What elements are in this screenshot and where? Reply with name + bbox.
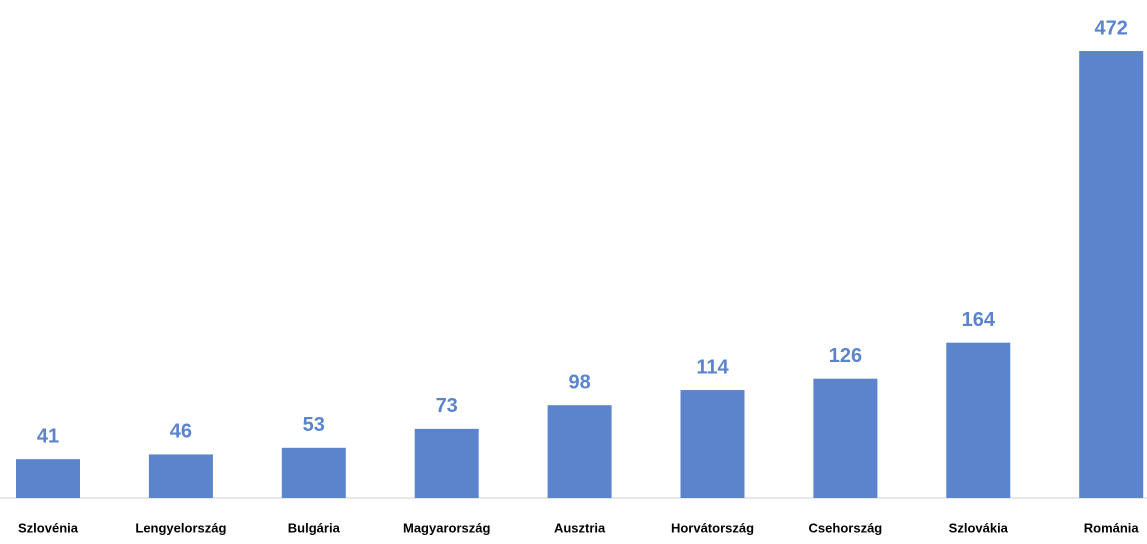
data-label: 53 <box>303 414 325 436</box>
x-tick-label: Horvátország <box>671 520 754 535</box>
bar <box>281 447 346 498</box>
x-tick-label: Románia <box>1084 520 1140 535</box>
bar <box>680 390 745 498</box>
data-label: 126 <box>829 345 862 367</box>
x-tick-label: Szlovénia <box>18 520 79 535</box>
bar <box>946 342 1011 498</box>
bar <box>1079 51 1144 498</box>
x-tick-label: Magyarország <box>403 520 490 535</box>
bar <box>414 428 479 498</box>
bar <box>148 454 213 498</box>
x-tick-label: Szlovákia <box>949 520 1009 535</box>
x-tick-label: Csehország <box>809 520 883 535</box>
x-tick-label: Bulgária <box>288 520 341 535</box>
bar <box>547 405 612 498</box>
x-tick-label: Lengyelország <box>135 520 226 535</box>
bar <box>16 459 80 498</box>
data-label: 46 <box>170 421 192 443</box>
x-tick-label: Ausztria <box>554 520 606 535</box>
data-label: 472 <box>1095 17 1128 39</box>
bar <box>813 378 878 498</box>
data-label: 73 <box>436 395 458 417</box>
data-label: 114 <box>696 356 729 378</box>
data-label: 41 <box>37 425 59 447</box>
data-label: 164 <box>962 309 996 331</box>
data-label: 98 <box>568 371 590 393</box>
